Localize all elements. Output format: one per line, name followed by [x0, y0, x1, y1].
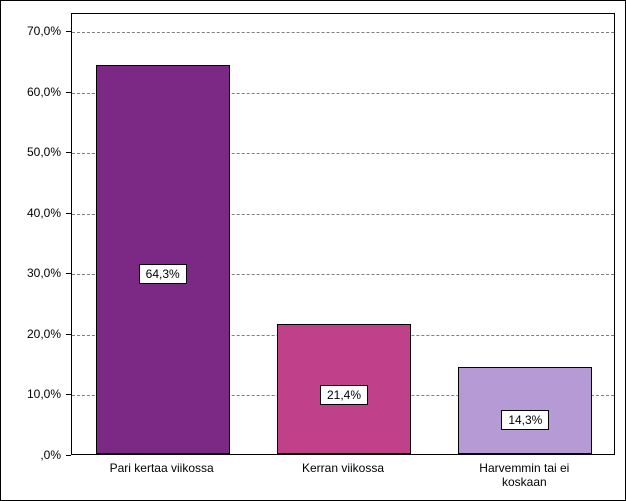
y-axis-tick-mark: [66, 213, 71, 214]
x-axis-tick-label: Pari kertaa viikossa: [71, 461, 252, 475]
y-axis-tick-label: 50,0%: [1, 145, 61, 159]
x-axis-tick-label: Kerran viikossa: [252, 461, 433, 475]
y-axis-tick-mark: [66, 394, 71, 395]
bar-value-label: 64,3%: [139, 264, 187, 284]
y-axis-tick-mark: [66, 92, 71, 93]
y-axis-tick-label: 20,0%: [1, 327, 61, 341]
y-axis-tick-mark: [66, 31, 71, 32]
y-axis-tick-mark: [66, 152, 71, 153]
bar: [96, 65, 230, 454]
bar-value-label: 21,4%: [320, 385, 368, 405]
y-axis-tick-mark: [66, 334, 71, 335]
y-axis-tick-label: 60,0%: [1, 85, 61, 99]
y-axis-tick-label: 40,0%: [1, 206, 61, 220]
y-axis-tick-mark: [66, 455, 71, 456]
y-axis-tick-label: 70,0%: [1, 24, 61, 38]
y-axis-tick-label: 30,0%: [1, 266, 61, 280]
bar-value-label: 14,3%: [501, 410, 549, 430]
x-axis-tick-label: Harvemmin tai ei koskaan: [434, 461, 615, 490]
y-axis-tick-mark: [66, 273, 71, 274]
gridline: [72, 32, 614, 33]
bar-chart: 64,3% 21,4% 14,3% ,0% 10,0% 20,0% 30,0% 40,0% 50…: [0, 0, 626, 501]
y-axis-tick-label: 10,0%: [1, 387, 61, 401]
plot-area: 64,3% 21,4% 14,3%: [71, 13, 615, 455]
y-axis-tick-label: ,0%: [1, 448, 61, 462]
